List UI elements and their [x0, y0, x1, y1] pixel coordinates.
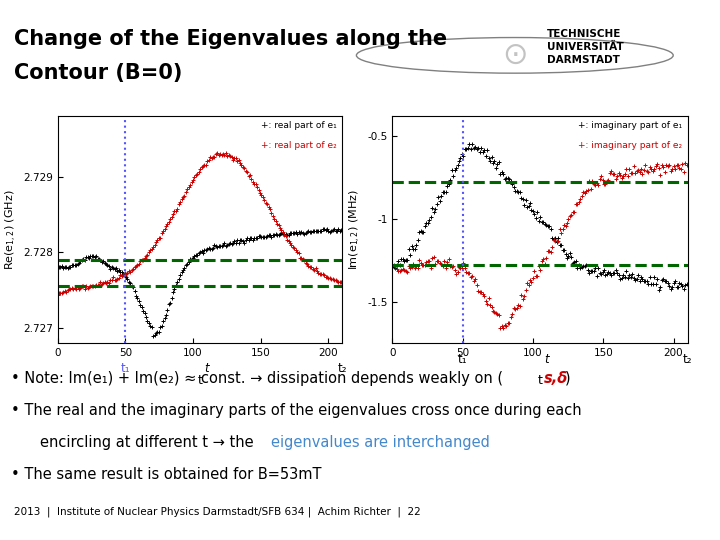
Text: • The real and the imaginary parts of the eigenvalues cross once during each: • The real and the imaginary parts of th…: [11, 403, 582, 418]
Text: s,δ: s,δ: [544, 371, 569, 386]
Text: +: real part of e₂: +: real part of e₂: [261, 141, 336, 150]
Text: +: imaginary part of e₂: +: imaginary part of e₂: [577, 141, 682, 150]
Text: eigenvalues are interchanged: eigenvalues are interchanged: [271, 435, 490, 450]
Text: encircling at different t → the: encircling at different t → the: [40, 435, 258, 450]
Text: Contour (B=0): Contour (B=0): [14, 63, 183, 84]
Text: Change of the Eigenvalues along the: Change of the Eigenvalues along the: [14, 29, 448, 49]
X-axis label: t: t: [538, 374, 542, 387]
Text: t₂: t₂: [337, 362, 347, 375]
Text: • The same result is obtained for B=53mT: • The same result is obtained for B=53mT: [11, 467, 321, 482]
Text: +: real part of e₁: +: real part of e₁: [261, 120, 336, 130]
Y-axis label: Re(e$_{1,2}$) (GHz): Re(e$_{1,2}$) (GHz): [4, 189, 19, 270]
Text: ): ): [565, 371, 571, 386]
Text: 2013  |  Institute of Nuclear Physics Darmstadt/SFB 634 |  Achim Richter  |  22: 2013 | Institute of Nuclear Physics Darm…: [14, 506, 421, 517]
Y-axis label: Im(e$_{1,2}$) (MHz): Im(e$_{1,2}$) (MHz): [348, 189, 363, 270]
Text: t₁: t₁: [120, 362, 130, 375]
Text: TECHNISCHE
UNIVERSITÄT
DARMSTADT: TECHNISCHE UNIVERSITÄT DARMSTADT: [547, 29, 624, 65]
Text: t: t: [204, 362, 209, 375]
Text: t: t: [545, 353, 549, 366]
Text: ⊙: ⊙: [502, 41, 528, 70]
X-axis label: t: t: [197, 374, 202, 387]
Text: t₂: t₂: [683, 353, 693, 366]
Text: +: imaginary part of e₁: +: imaginary part of e₁: [577, 120, 682, 130]
Text: t₁: t₁: [458, 353, 467, 366]
Text: • Note: Im(e₁) + Im(e₂) ≈ const. → dissipation depends weakly on (: • Note: Im(e₁) + Im(e₂) ≈ const. → dissi…: [11, 371, 503, 386]
